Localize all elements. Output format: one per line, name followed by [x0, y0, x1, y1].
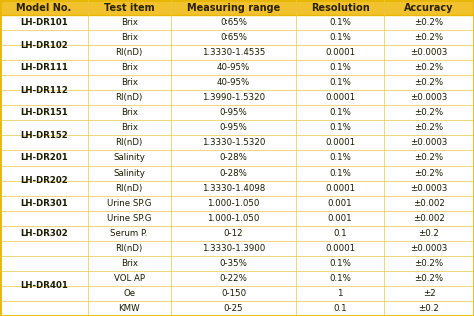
Text: Urine SP.G: Urine SP.G: [107, 214, 151, 223]
Text: 0.1: 0.1: [333, 304, 347, 313]
Text: 1.3330-1.5320: 1.3330-1.5320: [202, 138, 265, 148]
Text: 1.3330-1.4535: 1.3330-1.4535: [202, 48, 265, 57]
Text: LH-DR202: LH-DR202: [20, 176, 68, 185]
Text: 0.0001: 0.0001: [325, 244, 355, 253]
Text: Brix: Brix: [121, 63, 137, 72]
Text: 0.1%: 0.1%: [329, 108, 351, 117]
Text: ±0.2%: ±0.2%: [414, 168, 444, 178]
Text: 0∶65%: 0∶65%: [220, 18, 247, 27]
Text: 0-150: 0-150: [221, 289, 246, 298]
Text: ±0.2%: ±0.2%: [414, 154, 444, 162]
Text: LH-DR401: LH-DR401: [20, 282, 68, 290]
Text: Salinity: Salinity: [113, 154, 145, 162]
Text: Brix: Brix: [121, 18, 137, 27]
Text: 0∶65%: 0∶65%: [220, 33, 247, 42]
Text: RI(nD): RI(nD): [116, 244, 143, 253]
Text: ±0.2%: ±0.2%: [414, 124, 444, 132]
Text: 0.0001: 0.0001: [325, 138, 355, 148]
Text: ±0.2%: ±0.2%: [414, 78, 444, 87]
Text: 0.001: 0.001: [328, 199, 352, 208]
Text: 0.1%: 0.1%: [329, 259, 351, 268]
Text: ±0.002: ±0.002: [413, 214, 445, 223]
Text: 1.000-1.050: 1.000-1.050: [207, 199, 260, 208]
Text: ±0.2%: ±0.2%: [414, 18, 444, 27]
Text: Serum P.: Serum P.: [110, 229, 148, 238]
Text: 0.1%: 0.1%: [329, 168, 351, 178]
Text: 1.3990-1.5320: 1.3990-1.5320: [202, 93, 265, 102]
Text: Brix: Brix: [121, 108, 137, 117]
Text: 0.1%: 0.1%: [329, 154, 351, 162]
Text: RI(nD): RI(nD): [116, 48, 143, 57]
Text: RI(nD): RI(nD): [116, 93, 143, 102]
Text: Measuring range: Measuring range: [187, 3, 280, 13]
Text: ±0.2%: ±0.2%: [414, 274, 444, 283]
Text: LH-DR102: LH-DR102: [20, 41, 68, 50]
Text: Oe: Oe: [123, 289, 135, 298]
Text: Resolution: Resolution: [311, 3, 369, 13]
Text: 0-28%: 0-28%: [219, 168, 247, 178]
Text: KMW: KMW: [118, 304, 140, 313]
Text: 1.000-1.050: 1.000-1.050: [207, 214, 260, 223]
Text: 0.1: 0.1: [333, 229, 347, 238]
Text: 0.1%: 0.1%: [329, 33, 351, 42]
Text: Brix: Brix: [121, 259, 137, 268]
Text: 0.1%: 0.1%: [329, 124, 351, 132]
Text: 0-95%: 0-95%: [219, 124, 247, 132]
Text: 0.0001: 0.0001: [325, 93, 355, 102]
Text: Urine SP.G: Urine SP.G: [107, 199, 151, 208]
Text: 0.001: 0.001: [328, 214, 352, 223]
Text: 40-95%: 40-95%: [217, 63, 250, 72]
Text: 0.1%: 0.1%: [329, 18, 351, 27]
Text: Accuracy: Accuracy: [404, 3, 454, 13]
Text: ±0.0003: ±0.0003: [410, 138, 447, 148]
Text: ±0.002: ±0.002: [413, 199, 445, 208]
Text: LH-DR151: LH-DR151: [20, 108, 68, 117]
Text: LH-DR302: LH-DR302: [20, 229, 68, 238]
Text: 1: 1: [337, 289, 343, 298]
Text: RI(nD): RI(nD): [116, 138, 143, 148]
Text: ±2: ±2: [423, 289, 435, 298]
Text: 0.0001: 0.0001: [325, 184, 355, 192]
Text: RI(nD): RI(nD): [116, 184, 143, 192]
Text: ±0.0003: ±0.0003: [410, 93, 447, 102]
Text: ±0.2%: ±0.2%: [414, 259, 444, 268]
Text: 1.3330-1.3900: 1.3330-1.3900: [202, 244, 265, 253]
Text: 1.3330-1.4098: 1.3330-1.4098: [202, 184, 265, 192]
Bar: [0, 0, 474, 15]
Text: 0.1%: 0.1%: [329, 63, 351, 72]
Text: Brix: Brix: [121, 33, 137, 42]
Text: ±0.2%: ±0.2%: [414, 63, 444, 72]
Text: ±0.0003: ±0.0003: [410, 184, 447, 192]
Text: ±0.2%: ±0.2%: [414, 108, 444, 117]
Text: LH-DR152: LH-DR152: [20, 131, 68, 140]
Text: ±0.2: ±0.2: [419, 304, 439, 313]
Text: Salinity: Salinity: [113, 168, 145, 178]
Text: 0.0001: 0.0001: [325, 48, 355, 57]
Text: LH-DR112: LH-DR112: [20, 86, 68, 95]
Text: Model No.: Model No.: [16, 3, 72, 13]
Text: VOL AP: VOL AP: [114, 274, 145, 283]
Text: Test item: Test item: [104, 3, 155, 13]
Text: LH-DR101: LH-DR101: [20, 18, 68, 27]
Text: 0.1%: 0.1%: [329, 274, 351, 283]
Text: 0-25: 0-25: [224, 304, 243, 313]
Text: 0-22%: 0-22%: [219, 274, 247, 283]
Text: ±0.0003: ±0.0003: [410, 48, 447, 57]
Text: 0-95%: 0-95%: [219, 108, 247, 117]
Text: 40-95%: 40-95%: [217, 78, 250, 87]
Text: 0.1%: 0.1%: [329, 78, 351, 87]
Text: ±0.2%: ±0.2%: [414, 33, 444, 42]
Text: LH-DR201: LH-DR201: [20, 154, 68, 162]
Text: 0-28%: 0-28%: [219, 154, 247, 162]
Text: ±0.0003: ±0.0003: [410, 244, 447, 253]
Text: 0-12: 0-12: [224, 229, 243, 238]
Text: 0-35%: 0-35%: [219, 259, 247, 268]
Text: LH-DR111: LH-DR111: [20, 63, 68, 72]
Text: Brix: Brix: [121, 78, 137, 87]
Text: Brix: Brix: [121, 124, 137, 132]
Text: ±0.2: ±0.2: [419, 229, 439, 238]
Text: LH-DR301: LH-DR301: [20, 199, 68, 208]
